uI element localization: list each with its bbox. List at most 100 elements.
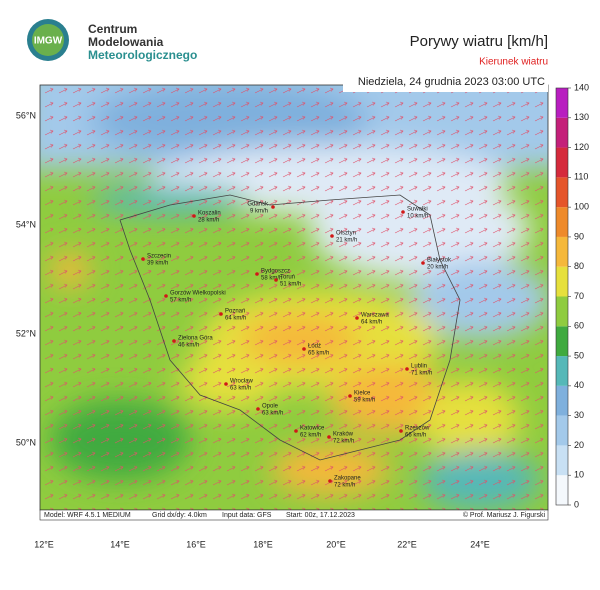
city-dot [271,205,275,209]
colorbar-segment [556,385,568,416]
colorbar-segment [556,356,568,386]
city-speed: 71 km/h [411,371,432,377]
city-name: Wrocław [230,379,254,385]
colorbar-label: 70 [574,291,584,301]
city-dot [355,316,359,320]
city-dot [328,479,332,483]
city-speed: 72 km/h [334,483,355,489]
colorbar-segment [556,207,568,237]
colorbar-label: 0 [574,499,579,509]
lon-label: 16°E [186,539,206,549]
city-speed: 63 km/h [262,411,283,417]
lon-label: 22°E [397,539,417,549]
city-speed: 64 km/h [225,316,246,322]
city-dot [399,429,403,433]
colorbar-segment [556,88,568,118]
footer-text: Input data: GFS [222,512,272,519]
colorbar-segment [556,236,568,267]
city-speed: 66 km/h [405,433,426,439]
city-speed: 39 km/h [147,261,168,267]
title: Porywy wiatru [km/h] [410,33,548,50]
city-name: Kielce [354,391,371,397]
colorbar-segment [556,147,568,178]
colorbar-label: 10 [574,470,584,480]
colorbar-segment [556,117,568,148]
colorbar-segment [556,415,568,446]
overlay: 56°N 54°N 52°N 50°N 12°E 14°E 16°E 18°E 20°E 22°E… [16,82,589,549]
city-speed: 10 km/h [407,214,428,220]
lon-label: 24°E [470,539,490,549]
lon-label: 12°E [34,539,54,549]
city-speed: 58 km/h [261,276,282,282]
city-name: Kraków [333,432,354,438]
city-name: Zielona Góra [178,336,213,342]
map-field [40,85,548,510]
footer-box [39,509,549,521]
org-line: Centrum [88,22,137,36]
city-speed: 65 km/h [308,351,329,357]
colorbar-segment [556,296,568,327]
city-dot [256,407,260,411]
city-speed: 9 km/h [250,209,268,215]
city-name: Opole [262,404,279,410]
city-name: Koszalin [198,211,221,217]
lat-label: 56°N [16,110,36,120]
colorbar-segment [556,266,568,297]
city-speed: 28 km/h [198,218,219,224]
lat-label: 54°N [16,219,36,229]
city-speed: 51 km/h [280,282,301,288]
colorbar-label: 40 [574,380,584,390]
city-speed: 21 km/h [336,238,357,244]
colorbar-label: 60 [574,321,584,331]
colorbar-segment [556,326,568,357]
lat-label: 52°N [16,328,36,338]
city-speed: 62 km/h [300,433,321,439]
colorbar-label: 20 [574,440,584,450]
footer-text: Model: WRF 4.5.1 MEDIUM [44,512,131,519]
footer-text: Start: 00z, 17.12.2023 [286,512,355,519]
city-dot [348,394,352,398]
lon-label: 20°E [326,539,346,549]
city-dot [294,429,298,433]
colorbar-label: 120 [574,142,589,152]
city-dot [141,257,145,261]
city-name: Zakopane [334,476,361,482]
colorbar-segment [556,177,568,208]
city-speed: 64 km/h [361,320,382,326]
city-dot [219,312,223,316]
date: Niedziela, 24 grudnia 2023 03:00 UTC [358,76,545,88]
city-name: Lublin [411,364,427,370]
city-name: Łódź [308,344,321,350]
subtitle: Kierunek wiatru [479,57,548,68]
city-dot [224,382,228,386]
city-name: Bydgoszcz [261,269,290,275]
city-dot [274,278,278,282]
footer-text: © Prof. Mariusz J. Figurski [463,511,546,519]
date-box [343,72,548,92]
city-dot [164,294,168,298]
colorbar-label: 90 [574,231,584,241]
lon-label: 18°E [253,539,273,549]
city-speed: 57 km/h [170,298,191,304]
city-name: Szczecin [147,254,171,260]
footer-text: Grid dx/dy: 4.0km [152,512,207,519]
city-name: Olsztyn [336,231,356,237]
city-name: Białystok [427,258,452,264]
colorbar-label: 80 [574,261,584,271]
logo-inner [32,24,64,56]
colorbar-label: 100 [574,202,589,212]
org-line: Modelowania [88,35,164,49]
logo-text: IMGW [34,36,63,47]
colorbar-label: 130 [574,112,589,122]
city-dot [172,339,176,343]
city-name: Suwałki [407,207,428,213]
lon-label: 14°E [110,539,130,549]
border [119,194,461,461]
city-dot [192,214,196,218]
colorbar-label: 50 [574,350,584,360]
city-dot [330,234,334,238]
city-name: Gorzów Wielkopolski [170,291,226,297]
city-name: Warszawa [361,313,389,319]
city-name: Katowice [300,426,325,432]
